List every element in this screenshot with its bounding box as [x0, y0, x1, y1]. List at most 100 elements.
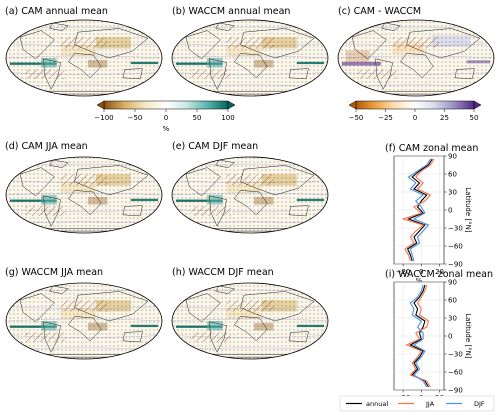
colorbar-2: −50 −25 0 25 50 — [348, 100, 482, 122]
map-coastline — [74, 165, 149, 196]
map-contour — [172, 43, 328, 46]
colorbar-tick-label: −100 — [94, 114, 113, 122]
map-contour — [172, 306, 328, 309]
map-stipple — [6, 157, 162, 233]
map-coastline — [74, 291, 149, 322]
map-panel-e — [171, 156, 329, 234]
colorbar-1-arrow-left — [96, 100, 105, 110]
colorbar-tick-label: 0 — [413, 114, 417, 122]
map-contour — [172, 55, 328, 59]
zonal-ytick-label: 90 — [448, 278, 457, 286]
zonal-series-djf — [409, 284, 428, 388]
map-stipple — [172, 20, 328, 96]
map-contour — [338, 55, 494, 59]
map-coastline — [49, 285, 69, 294]
map-stipple — [172, 283, 328, 359]
map-stipple — [6, 20, 162, 96]
zonal-ytick-label: −90 — [448, 260, 463, 268]
colorbar-tick-label: 50 — [193, 114, 202, 122]
map-border — [337, 19, 495, 97]
map-coastline — [215, 159, 235, 168]
map-border — [171, 156, 329, 234]
zonal-ylabel: Latitude [°N] — [464, 313, 472, 359]
map-contour — [6, 72, 162, 75]
map-contour — [6, 318, 162, 322]
map-coastline — [185, 30, 221, 60]
title-zonal-i: (i) WACCM zonal mean — [385, 269, 493, 280]
map-contour — [6, 192, 162, 196]
map-coastline — [406, 28, 481, 59]
map-coastline — [122, 68, 143, 80]
map-coastline — [49, 159, 69, 168]
colorbar-1: −100 −50 0 50 100 % — [94, 100, 236, 133]
map-coastline — [209, 321, 227, 353]
colorbar-tick-label: 100 — [221, 114, 234, 122]
zonal-xlabel: % — [416, 277, 423, 285]
map-coastline — [234, 190, 268, 216]
map-coastline — [288, 331, 309, 343]
map-contour — [172, 192, 328, 196]
map-panel-d — [5, 156, 163, 234]
legend-label-jja: JJA — [425, 400, 435, 408]
title-map-e: (e) CAM DJF mean — [172, 141, 258, 152]
title-map-h: (h) WACCM DJF mean — [172, 267, 274, 278]
zonal-panel-f: −90 −60 −30 0 30 60 90 −20 0 20% Latitude [°N] — [393, 152, 472, 285]
zonal-ytick-label: 90 — [448, 152, 457, 160]
map-panel-a — [5, 19, 163, 97]
zonal-ytick-label: −90 — [448, 386, 463, 394]
zonal-series-jja — [401, 158, 435, 262]
map-border — [171, 19, 329, 97]
zonal-ytick-label: 0 — [448, 206, 452, 214]
zonal-ytick-label: 60 — [448, 296, 457, 304]
map-contour — [6, 43, 162, 46]
map-coastline — [288, 68, 309, 80]
map-stipple — [6, 283, 162, 359]
map-panel-g — [5, 282, 163, 360]
colorbar-tick-label: −50 — [128, 114, 143, 122]
map-contour — [338, 72, 494, 75]
colorbar-2-bar — [355, 100, 475, 110]
map-coastline — [234, 53, 268, 79]
map-coastline — [381, 22, 401, 31]
map-coastline — [122, 331, 143, 343]
zonal-xtick-label: 0 — [419, 268, 423, 276]
map-coastline — [400, 53, 434, 79]
map-panel-b — [171, 19, 329, 97]
zonal-series-annual — [409, 284, 429, 388]
map-border — [171, 282, 329, 360]
zonal-series-djf — [407, 158, 431, 262]
zonal-ytick-label: 30 — [448, 314, 457, 322]
map-coastline — [288, 205, 309, 217]
map-coastline — [19, 167, 55, 197]
zonal-ytick-label: −30 — [448, 224, 463, 232]
map-coastline — [209, 195, 227, 227]
colorbar-tick-label: −25 — [378, 114, 393, 122]
colorbar-tick-label: −50 — [349, 114, 364, 122]
title-map-d: (d) CAM JJA mean — [5, 141, 88, 152]
colorbar-1-arrow-right — [227, 100, 236, 110]
zonal-xtick-label: −20 — [396, 268, 411, 276]
map-coastline — [185, 293, 221, 323]
title-map-a: (a) CAM annual mean — [5, 6, 108, 17]
map-coastline — [43, 195, 61, 227]
zonal-ytick-label: −60 — [448, 242, 463, 250]
title-zonal-f: (f) CAM zonal mean — [385, 143, 478, 154]
map-contour — [172, 335, 328, 338]
map-coastline — [240, 291, 315, 322]
map-coastline — [240, 165, 315, 196]
map-coastline — [68, 190, 102, 216]
map-panel-h — [171, 282, 329, 360]
map-hatching — [226, 300, 274, 312]
map-coastline — [234, 316, 268, 342]
map-coastline — [185, 167, 221, 197]
map-hatching — [60, 37, 108, 49]
map-hatching — [60, 300, 108, 312]
map-coastline — [74, 28, 149, 59]
zonal-ytick-label: −30 — [448, 350, 463, 358]
legend-label-annual: annual — [366, 400, 388, 408]
map-coastline — [209, 58, 227, 90]
legend-label-djf: DJF — [474, 400, 485, 408]
map-coastline — [19, 30, 55, 60]
